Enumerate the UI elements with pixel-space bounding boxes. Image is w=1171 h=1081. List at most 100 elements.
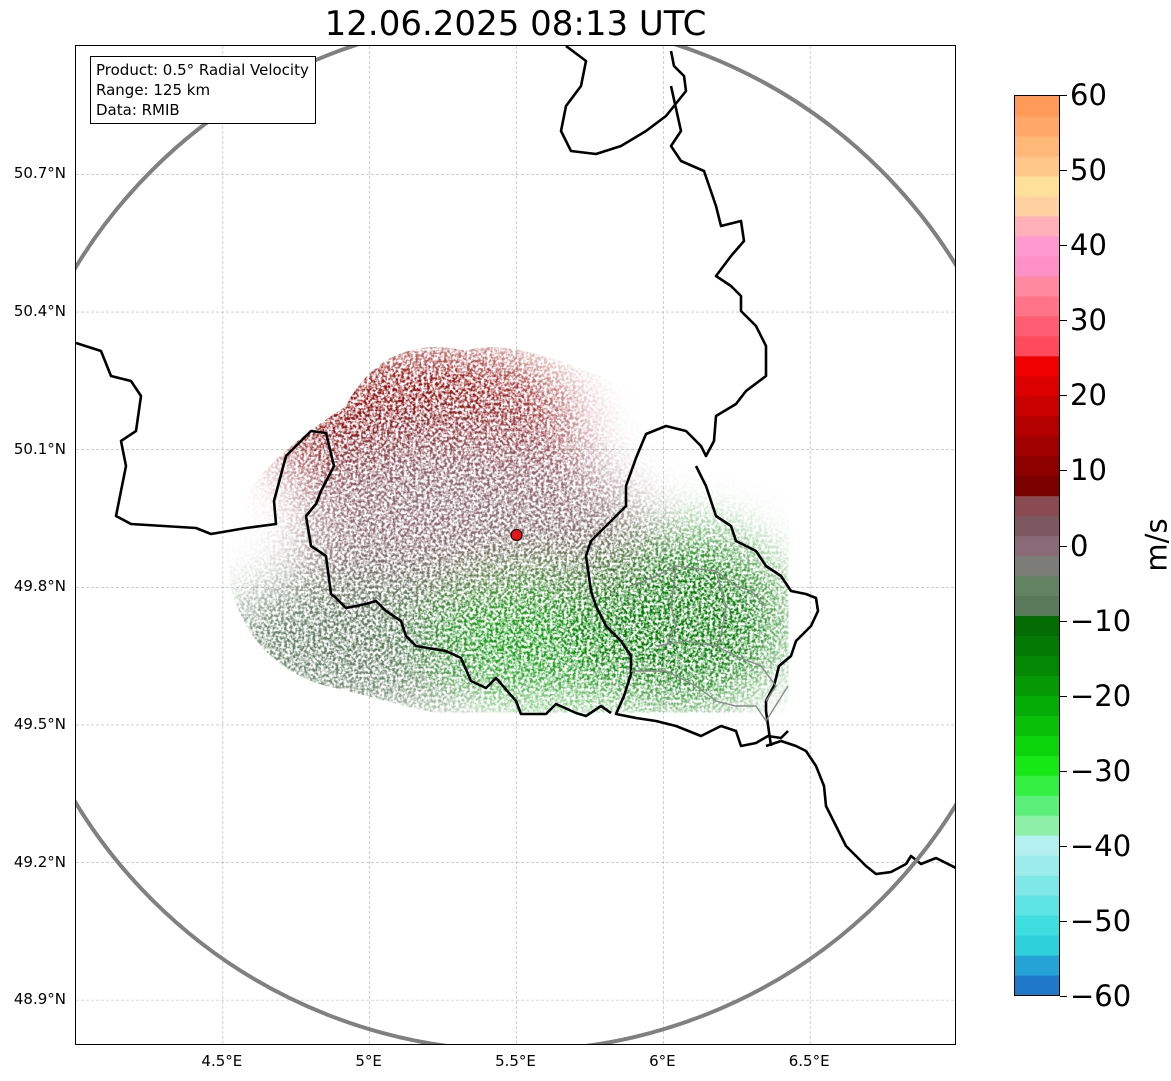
- info-data-source: Data: RMIB: [96, 101, 180, 119]
- colorbar-segment: [1015, 755, 1059, 776]
- colorbar-segment: [1015, 775, 1059, 796]
- colorbar-segment: [1015, 675, 1059, 696]
- colorbar-tick-label: −60: [1070, 979, 1132, 1013]
- colorbar-segment: [1015, 455, 1059, 477]
- lat-tick-label: 49.8°N: [13, 577, 66, 596]
- colorbar-segment: [1015, 635, 1059, 656]
- lat-tick-label: 50.4°N: [13, 302, 66, 321]
- lon-tick-label: 6°E: [649, 1052, 676, 1070]
- colorbar-tick-label: −20: [1070, 678, 1132, 713]
- border-lu-de: [694, 465, 820, 747]
- colorbar-segment: [1015, 915, 1059, 936]
- country-borders: [76, 46, 955, 876]
- lon-tick-label: 4.5°E: [201, 1052, 243, 1070]
- colorbar-segment: [1015, 235, 1059, 257]
- lat-tick-label: 48.9°N: [13, 990, 66, 1009]
- lat-tick-label: 50.7°N: [13, 164, 66, 183]
- colorbar-segment: [1015, 255, 1059, 277]
- colorbar-segment: [1015, 655, 1059, 676]
- colorbar-segment: [1015, 835, 1059, 856]
- colorbar-tick-label: −40: [1070, 828, 1132, 863]
- colorbar-segment: [1015, 315, 1059, 337]
- colorbar-segment: [1015, 575, 1059, 597]
- colorbar-segment: [1015, 375, 1059, 397]
- colorbar-segment: [1015, 955, 1059, 976]
- colorbar-tick: [1060, 470, 1067, 472]
- colorbar-segment: [1015, 275, 1059, 297]
- border-lu-east: [559, 46, 688, 156]
- velocity-echoes: [226, 346, 789, 713]
- lon-tick-label: 5°E: [355, 1052, 382, 1070]
- colorbar-segment: [1015, 96, 1059, 117]
- colorbar-tick-label: 50: [1070, 153, 1107, 188]
- colorbar-tick: [1060, 545, 1067, 547]
- map-panel[interactable]: Product: 0.5° Radial Velocity Range: 125…: [75, 45, 956, 1045]
- colorbar-segment: [1015, 555, 1059, 577]
- colorbar-segment: [1015, 295, 1059, 317]
- colorbar-segment: [1015, 735, 1059, 756]
- colorbar-segment: [1015, 495, 1059, 517]
- colorbar-segment: [1015, 135, 1059, 157]
- border-be-de: [584, 85, 789, 748]
- radar-map: [76, 46, 955, 1044]
- colorbar-segment: [1015, 595, 1059, 617]
- colorbar-tick: [1060, 770, 1067, 772]
- colorbar-tick-label: 20: [1070, 378, 1107, 413]
- colorbar-segment: [1015, 695, 1059, 716]
- colorbar-segment: [1015, 195, 1059, 217]
- colorbar-tick: [1060, 320, 1067, 322]
- colorbar-segment: [1015, 175, 1059, 197]
- colorbar-segment: [1015, 975, 1059, 995]
- velocity-region-inbound-far: [568, 529, 789, 710]
- colorbar-tick-label: −10: [1070, 603, 1132, 638]
- colorbar-tick: [1060, 996, 1067, 997]
- colorbar-tick: [1060, 845, 1067, 847]
- colorbar-tick: [1060, 95, 1067, 96]
- colorbar-tick-label: 10: [1070, 453, 1107, 488]
- colorbar-segment: [1015, 215, 1059, 237]
- colorbar-segment: [1015, 475, 1059, 497]
- colorbar: [1014, 95, 1060, 996]
- info-range: Range: 125 km: [96, 81, 211, 99]
- canton-borders: [630, 565, 789, 723]
- colorbar-segment: [1015, 435, 1059, 457]
- colorbar-segment: [1015, 415, 1059, 437]
- colorbar-segment: [1015, 535, 1059, 557]
- colorbar-tick-label: 60: [1070, 78, 1107, 112]
- colorbar-tick-label: 30: [1070, 303, 1107, 338]
- colorbar-tick-label: 40: [1070, 228, 1107, 263]
- colorbar-tick: [1060, 245, 1067, 247]
- product-info-box: Product: 0.5° Radial Velocity Range: 125…: [90, 56, 316, 124]
- colorbar-segment: [1015, 615, 1059, 636]
- colorbar-segment: [1015, 355, 1059, 377]
- colorbar-segment: [1015, 795, 1059, 816]
- colorbar-segment: [1015, 335, 1059, 357]
- lon-tick-label: 5.5°E: [495, 1052, 536, 1070]
- colorbar-tick: [1060, 620, 1067, 622]
- colorbar-tick-label: −30: [1070, 753, 1132, 788]
- colorbar-tick: [1060, 395, 1067, 397]
- lat-tick-label: 49.2°N: [13, 852, 66, 871]
- border-fr-de: [765, 739, 955, 876]
- colorbar-tick: [1060, 695, 1067, 697]
- lat-tick-label: 49.5°N: [13, 714, 66, 733]
- colorbar-segment: [1015, 895, 1059, 916]
- colorbar-tick-label: 0: [1070, 528, 1089, 563]
- colorbar-segment: [1015, 115, 1059, 137]
- colorbar-gradient: [1015, 96, 1059, 995]
- colorbar-unit-label: m/s: [1139, 518, 1171, 572]
- colorbar-segment: [1015, 855, 1059, 876]
- lon-tick-label: 6.5°E: [788, 1052, 830, 1070]
- colorbar-tick: [1060, 920, 1067, 922]
- colorbar-segment: [1015, 935, 1059, 956]
- colorbar-segment: [1015, 875, 1059, 896]
- lat-tick-label: 50.1°N: [13, 439, 66, 458]
- colorbar-tick: [1060, 170, 1067, 172]
- colorbar-tick-label: −50: [1070, 903, 1132, 938]
- info-product: Product: 0.5° Radial Velocity: [96, 61, 309, 79]
- colorbar-segment: [1015, 515, 1059, 537]
- colorbar-segment: [1015, 815, 1059, 836]
- radar-site-marker[interactable]: [510, 528, 523, 541]
- colorbar-segment: [1015, 715, 1059, 736]
- border-be-fr-west: [76, 341, 612, 718]
